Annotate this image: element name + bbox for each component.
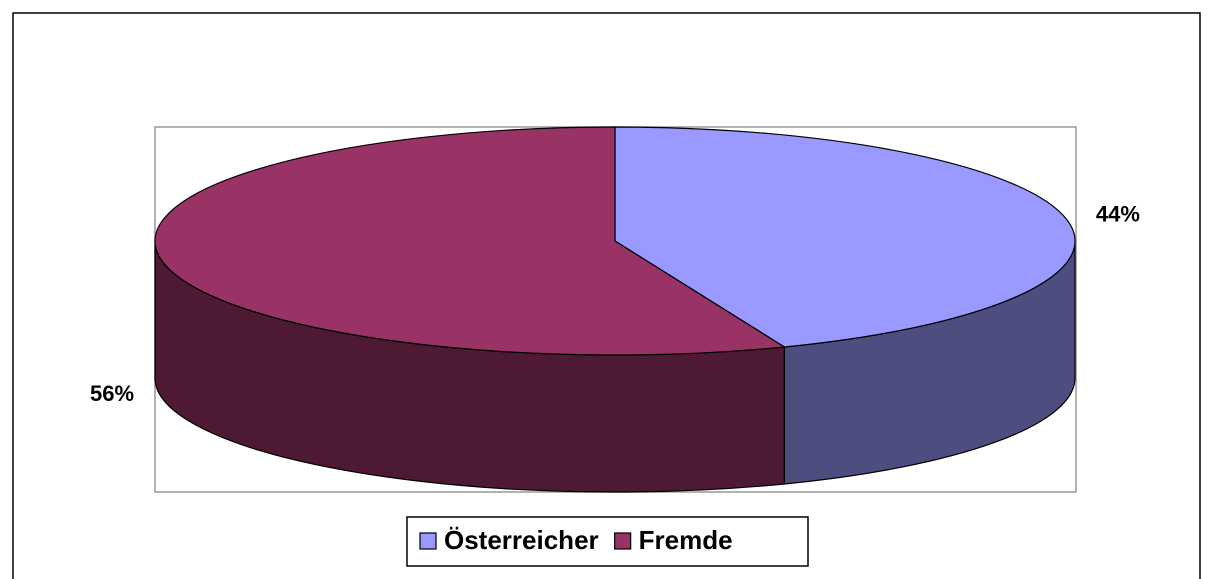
legend-box [406, 516, 809, 567]
pie-slice [614, 126, 1076, 348]
legend-label: Österreicher [444, 525, 599, 555]
legend-swatch [419, 532, 437, 550]
data-label: 44% [1096, 201, 1140, 226]
legend-swatch [614, 532, 632, 550]
pie-slice [154, 126, 787, 356]
legend-label: Fremde [639, 525, 733, 555]
chart-frame [12, 12, 1201, 579]
data-label: 56% [90, 381, 134, 406]
pie [154, 126, 1076, 493]
